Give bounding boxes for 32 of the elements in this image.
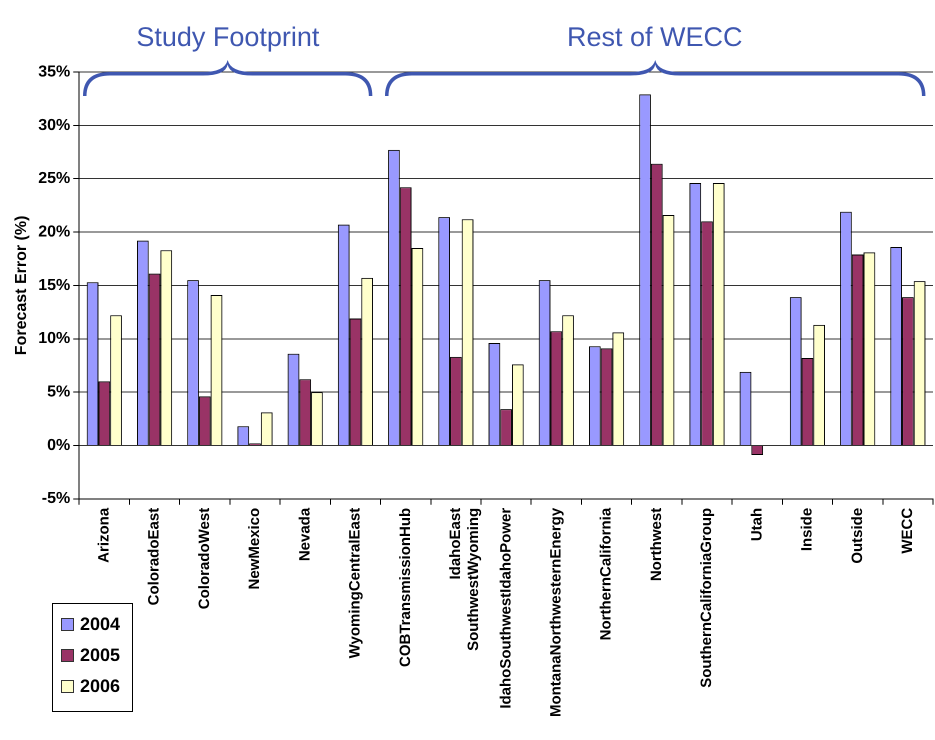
x-tick-label: WECC	[899, 508, 916, 554]
y-tick-label: 25%	[38, 170, 70, 188]
y-axis-title: Forecast Error (%)	[13, 216, 30, 356]
y-tick-label: 0%	[47, 436, 70, 454]
y-tick-label: 5%	[47, 384, 70, 401]
x-tick-label: IdahoEast SouthwestWyoming	[447, 508, 482, 651]
text: Rest of WECC	[567, 22, 743, 53]
x-tick-label: ColoradoWest	[196, 508, 213, 610]
x-tick-label: Northwest	[648, 508, 665, 582]
x-tick-label: Nevada	[296, 507, 314, 562]
y-tick-label: 30%	[38, 116, 70, 134]
y-tick-label: 20%	[38, 223, 70, 240]
y-tick-label: 35%	[38, 63, 70, 80]
x-tick-label: Utah	[748, 508, 766, 542]
x-tick-label: ColoradoEast	[146, 508, 163, 606]
legend-label: 2005	[80, 645, 120, 666]
x-tick-label: COBTransmissionHub	[396, 508, 414, 668]
x-tick-label: WyomingCentralEast	[346, 508, 364, 658]
x-tick-label: Outside	[848, 508, 866, 564]
text: Study Footprint	[136, 22, 320, 53]
x-tick-label: Inside	[798, 508, 816, 552]
legend-label: 2006	[80, 676, 120, 697]
x-tick-label: NewMexico	[246, 508, 264, 590]
y-tick-label: -5%	[42, 490, 70, 508]
y-tick-label: 10%	[38, 330, 70, 348]
x-tick-label: Arizona	[95, 507, 112, 563]
x-tick-label: MontanaNorthwesternEnergy	[547, 507, 564, 718]
x-tick-label: IdahoSouthwestIdahoPower	[497, 508, 514, 709]
x-tick-label: SouthernCaliforniaGroup	[698, 508, 716, 688]
y-tick-label: 15%	[38, 276, 70, 294]
legend-label: 2004	[80, 614, 120, 635]
x-tick-label: NorthernCalifornia	[598, 507, 615, 640]
